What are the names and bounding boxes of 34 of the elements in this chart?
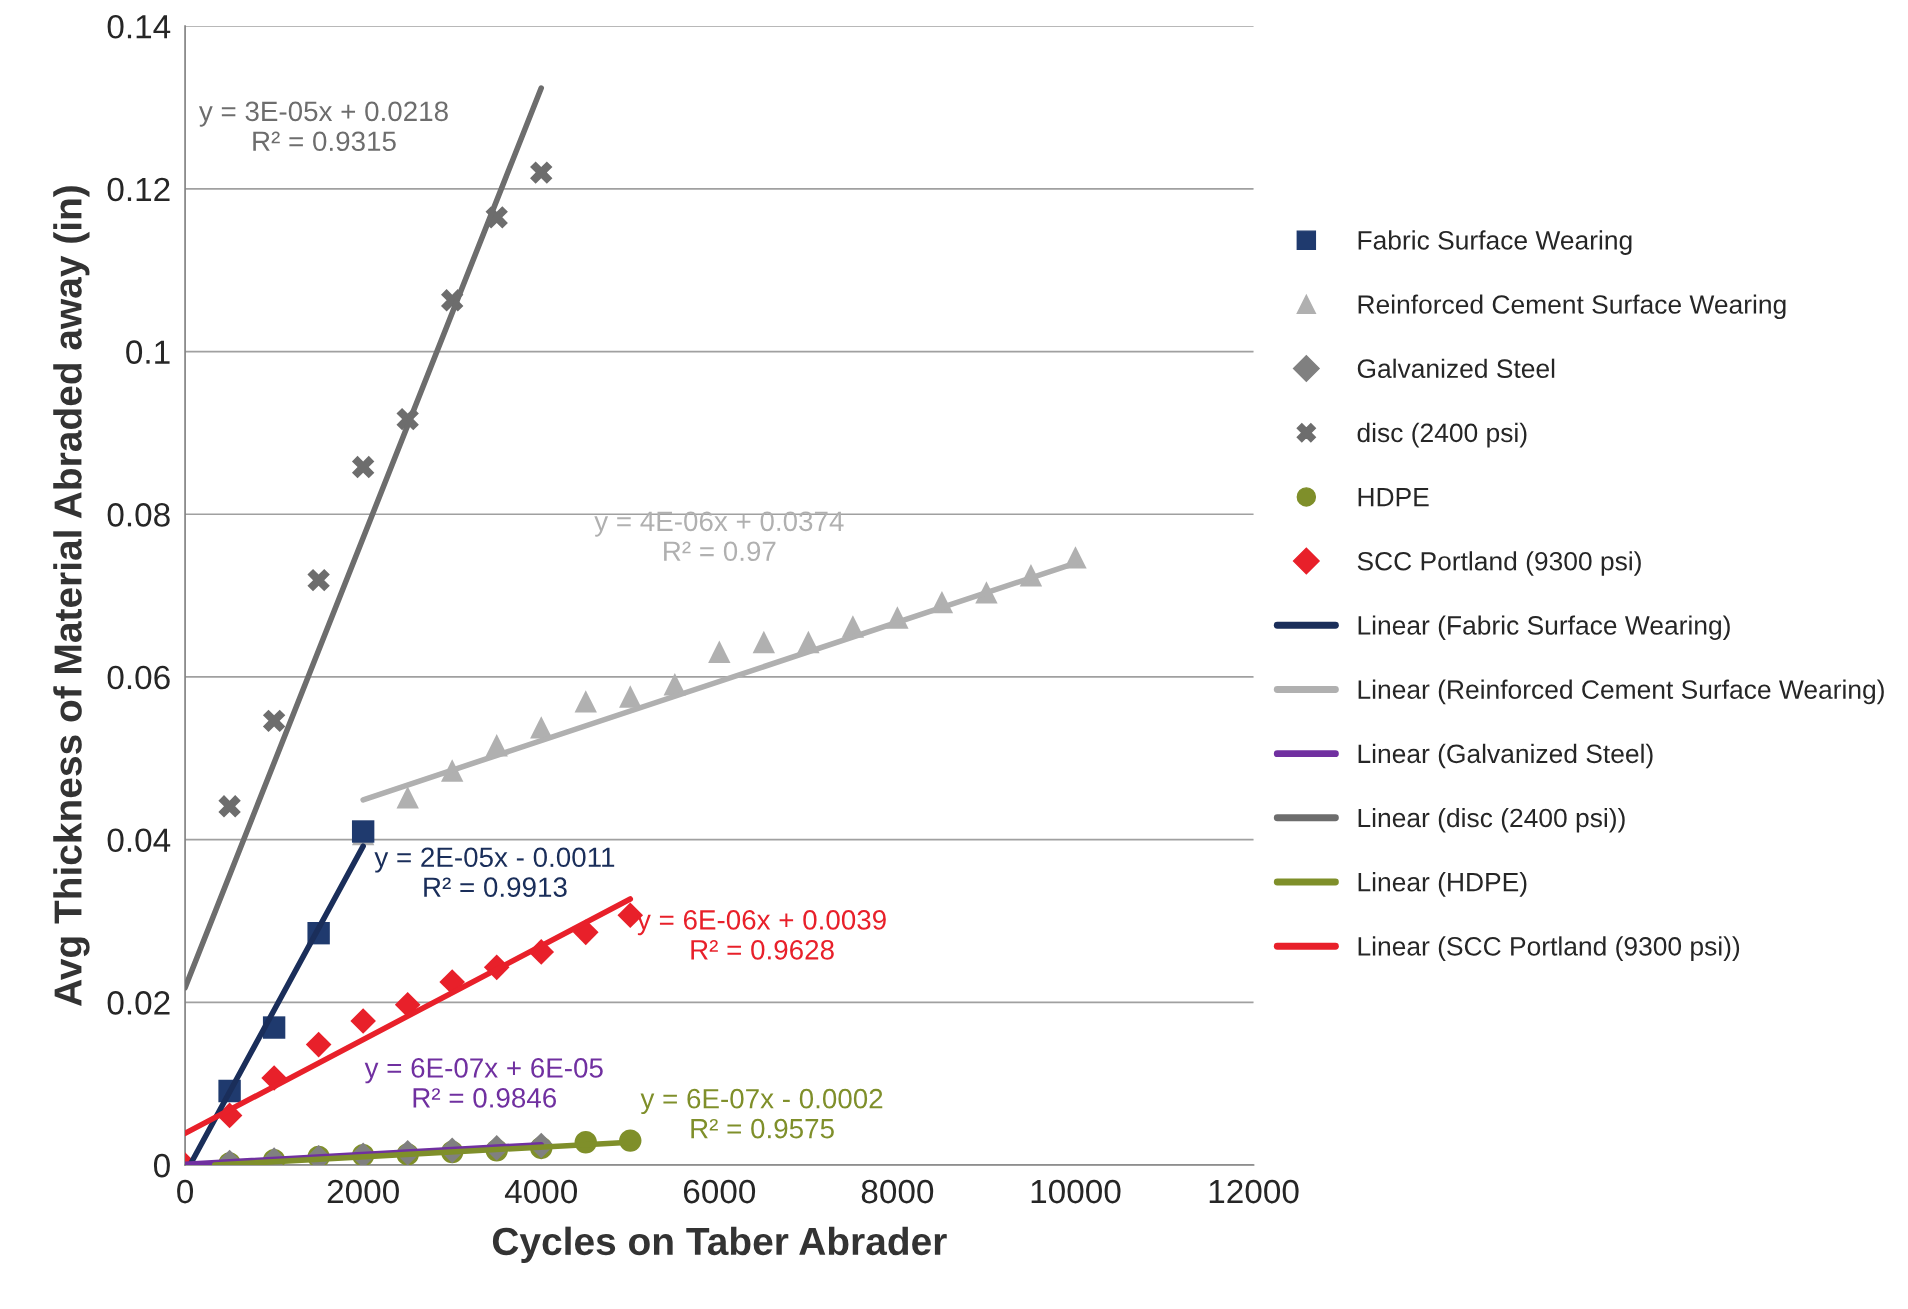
x-tick-label: 4000 [504,1179,578,1204]
legend-label: Reinforced Cement Surface Wearing [1358,294,1786,320]
legend-label: Linear (HDPE) [1358,872,1527,897]
y-tick-label: 0.02 [107,991,170,1015]
y-tick-label: 0.04 [107,828,171,853]
x-tick-label: 2000 [327,1179,399,1204]
legend-label: Linear (Fabric Surface Wearing) [1358,615,1730,640]
x-tick-label: 0 [177,1179,194,1204]
y-tick-label: 0.06 [107,665,170,690]
x-tick-label: 12000 [1209,1179,1299,1204]
legend-label: SCC Portland (9300 psi) [1357,551,1641,576]
legend-label: Fabric Surface Wearing [1358,230,1632,255]
legend-label: Linear (disc (2400 psi)) [1358,807,1625,833]
x-tick-label: 10000 [1031,1179,1121,1204]
y-axis-title: Avg Thickness of Material Abraded away (in) [53,186,90,1006]
legend-label: Linear (Reinforced Cement Surface Wearing) [1358,679,1884,705]
x-tick-label: 8000 [861,1179,934,1204]
legend-label: HDPE [1358,487,1429,507]
annotation: y = 4E-06x + 0.0374 R² = 0.97 [594,511,844,562]
x-axis-title: Cycles on Taber Abrader [492,1226,947,1263]
annotation: y = 6E-07x + 6E-05 R² = 0.9846 [364,1058,603,1108]
annotation: y = 6E-07x - 0.0002 R² = 0.9575 [640,1088,883,1139]
y-tick-label: 0.14 [107,14,171,39]
y-tick-label: 0.1 [126,340,170,364]
x-tick-label: 6000 [683,1179,756,1204]
legend-label: Galvanized Steel [1357,358,1555,379]
y-tick-label: 0.12 [107,177,170,202]
legend-label: disc (2400 psi) [1357,422,1527,448]
legend-label: Linear (SCC Portland (9300 psi)) [1358,936,1740,961]
annotation: y = 3E-05x + 0.0218 R² = 0.9315 [198,101,448,152]
y-tick-label: 0 [153,1153,170,1178]
annotation: y = 2E-05x - 0.0011 R² = 0.9913 [374,847,615,898]
legend-label: Linear (Galvanized Steel) [1358,743,1653,769]
y-tick-label: 0.08 [107,503,170,527]
